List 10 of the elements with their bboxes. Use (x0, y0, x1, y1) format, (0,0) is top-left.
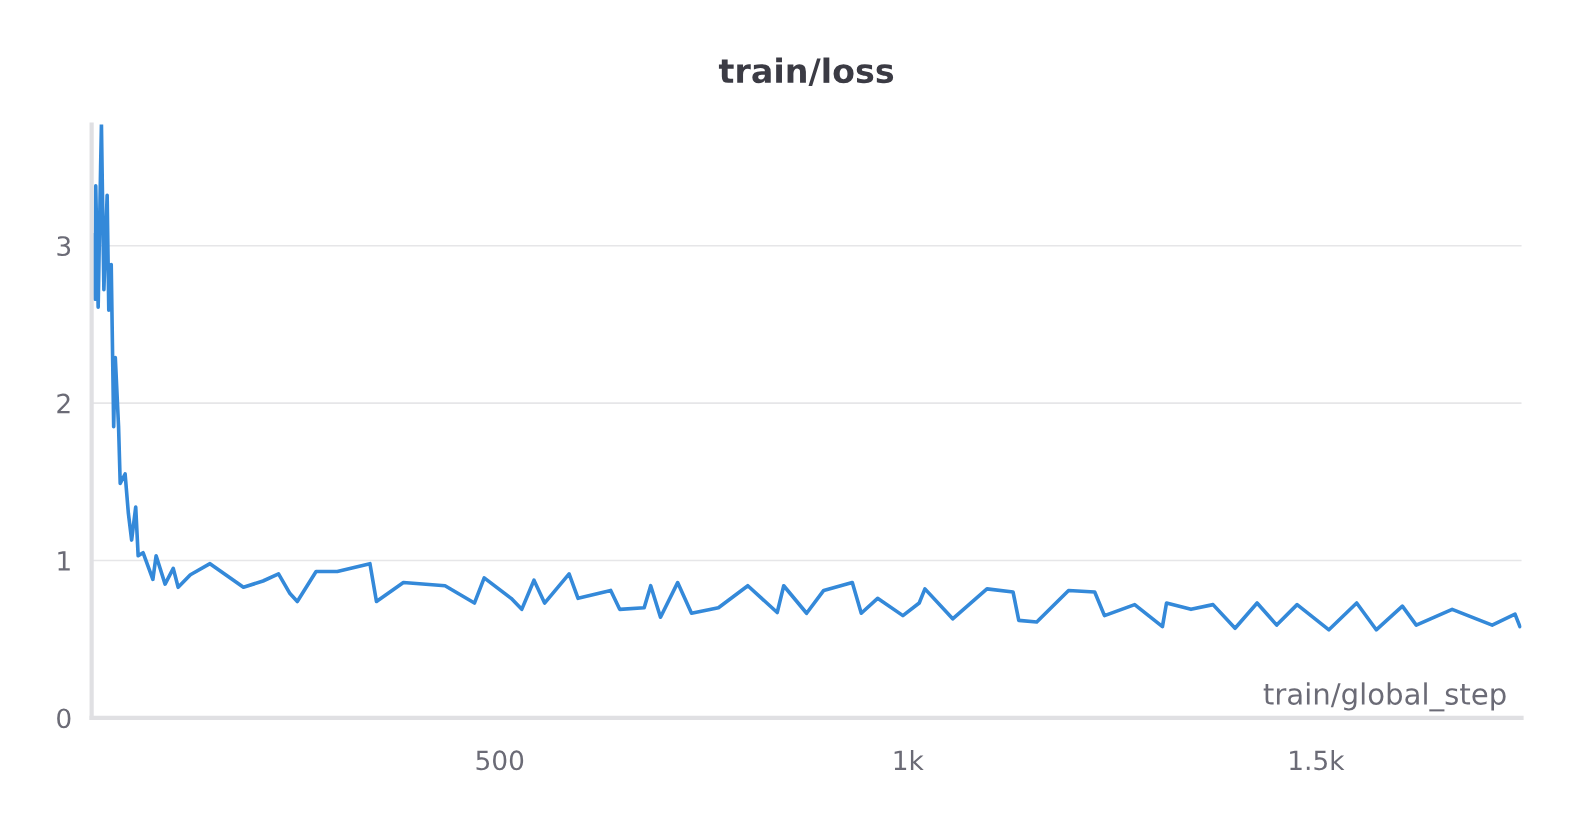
y-tick-label: 1 (58, 551, 70, 571)
y-tick-label: 3 (57, 236, 71, 257)
chart-title: train/loss (718, 57, 894, 86)
x-axis-title: train/global_step (1263, 682, 1506, 712)
y-tick-label: 0 (57, 708, 71, 729)
line-series (91, 124, 1522, 632)
x-tick-label: 500 (476, 750, 524, 771)
x-tick-label: 1.5k (1290, 749, 1345, 771)
x-tick-label: 1k (894, 749, 924, 770)
y-tick-label: 2 (57, 393, 70, 414)
